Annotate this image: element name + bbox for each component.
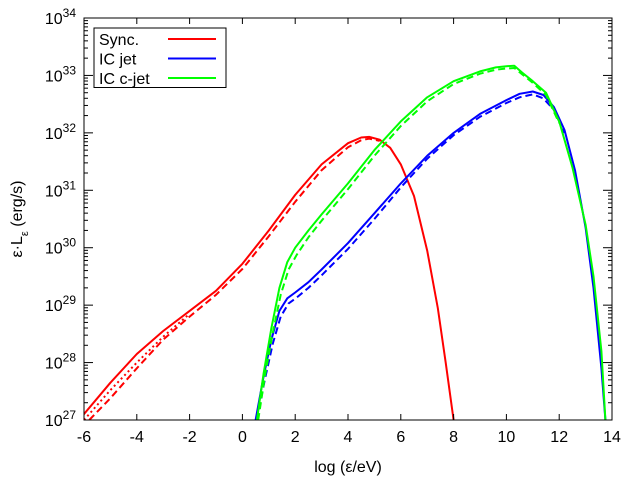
legend-label: Sync. [99, 32, 139, 49]
legend-label: IC jet [99, 52, 137, 69]
x-tick-label: 2 [291, 429, 300, 446]
axis-ticks: -6 -4 -2 0 2 4 6 8 10 12 14 1027 1028 1029 1030 1031 103… [45, 6, 621, 446]
x-tick-label: 10 [498, 429, 516, 446]
y-tick-label: 1033 [45, 63, 76, 85]
x-axis-title: log (ε/eV) [314, 459, 382, 476]
x-tick-label: 8 [449, 429, 458, 446]
series-sync-dotted [84, 313, 191, 420]
y-tick-label: 1029 [45, 293, 76, 315]
x-tick-label: 0 [238, 429, 247, 446]
y-axis-title-sub: ε [19, 231, 31, 236]
x-tick-label: 12 [550, 429, 568, 446]
legend: Sync. IC jet IC c-jet [93, 27, 227, 88]
y-tick-label: 1032 [45, 121, 76, 143]
y-axis-title-unit: (erg/s) [9, 181, 26, 232]
series-ic-c-jet-solid [255, 64, 607, 420]
x-tick-label: -4 [130, 429, 144, 446]
y-tick-label: 1028 [45, 351, 76, 373]
x-tick-label: -6 [77, 429, 91, 446]
y-tick-label: 1031 [45, 178, 76, 200]
x-tick-label: -2 [182, 429, 196, 446]
series-sync-solid [84, 135, 455, 420]
series-ic-c-jet-dashed [257, 67, 561, 420]
series-sync-dashed [88, 137, 380, 420]
y-tick-label: 1027 [45, 408, 76, 430]
plot-area [84, 64, 607, 420]
series-ic-jet-dashed [255, 93, 566, 420]
y-axis-title-main: ε·L [9, 236, 26, 257]
x-tick-label: 14 [603, 429, 621, 446]
x-tick-label: 4 [344, 429, 353, 446]
y-tick-label: 1034 [45, 6, 76, 28]
x-tick-label: 6 [396, 429, 405, 446]
series-ic-jet-solid [254, 90, 607, 420]
legend-label: IC c-jet [99, 71, 150, 88]
y-axis-title: ε·Lε (erg/s) [9, 181, 31, 258]
y-tick-label: 1030 [45, 236, 76, 258]
